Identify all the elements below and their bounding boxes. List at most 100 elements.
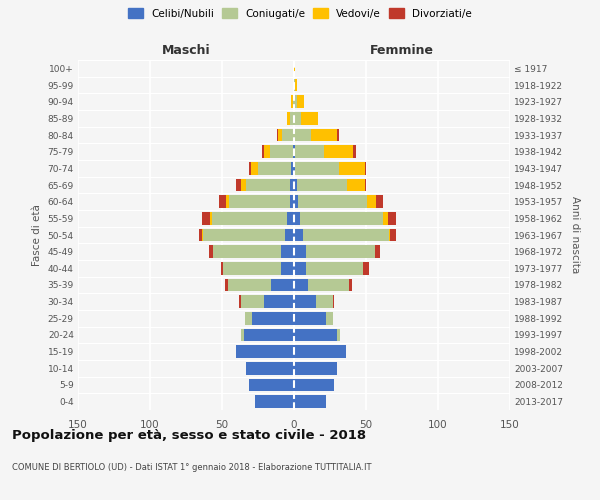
Bar <box>294 362 337 374</box>
Bar <box>294 296 316 308</box>
Bar <box>262 146 264 158</box>
Bar <box>271 279 294 291</box>
Bar <box>294 246 305 258</box>
Bar <box>365 179 366 192</box>
Bar <box>294 346 346 358</box>
Bar <box>295 146 324 158</box>
Bar <box>209 246 214 258</box>
Bar <box>294 146 295 158</box>
Bar <box>388 212 396 224</box>
Bar <box>250 379 294 391</box>
Y-axis label: Anni di nascita: Anni di nascita <box>570 196 580 274</box>
Bar <box>326 312 333 324</box>
Bar <box>228 279 271 291</box>
Bar <box>294 379 334 391</box>
Bar <box>305 246 374 258</box>
Bar <box>365 162 366 174</box>
Bar <box>347 179 365 192</box>
Bar <box>203 229 286 241</box>
Bar <box>244 329 294 341</box>
Bar <box>252 312 294 324</box>
Bar <box>199 229 202 241</box>
Bar <box>281 246 294 258</box>
Bar <box>290 179 294 192</box>
Bar <box>247 362 294 374</box>
Bar <box>311 129 337 141</box>
Bar <box>211 212 212 224</box>
Bar <box>294 212 300 224</box>
Bar <box>264 146 269 158</box>
Bar <box>294 196 298 208</box>
Text: COMUNE DI BERTIOLO (UD) - Dati ISTAT 1° gennaio 2018 - Elaborazione TUTTITALIA.I: COMUNE DI BERTIOLO (UD) - Dati ISTAT 1° … <box>12 464 371 472</box>
Bar <box>278 129 283 141</box>
Bar <box>300 212 383 224</box>
Bar <box>349 279 352 291</box>
Bar <box>291 96 293 108</box>
Bar <box>297 96 304 108</box>
Bar <box>283 129 294 141</box>
Bar <box>241 329 244 341</box>
Bar <box>298 196 367 208</box>
Bar <box>338 162 365 174</box>
Bar <box>294 162 295 174</box>
Bar <box>302 229 389 241</box>
Bar <box>247 179 290 192</box>
Bar <box>301 112 319 124</box>
Text: Femmine: Femmine <box>370 44 434 57</box>
Text: Popolazione per età, sesso e stato civile - 2018: Popolazione per età, sesso e stato civil… <box>12 430 366 442</box>
Bar <box>363 262 369 274</box>
Bar <box>250 162 251 174</box>
Bar <box>269 146 293 158</box>
Text: Maschi: Maschi <box>161 44 211 57</box>
Bar <box>221 262 223 274</box>
Bar <box>239 296 241 308</box>
Bar <box>294 112 301 124</box>
Bar <box>241 179 247 192</box>
Bar <box>236 346 294 358</box>
Bar <box>353 146 356 158</box>
Bar <box>291 162 294 174</box>
Bar <box>290 196 294 208</box>
Bar <box>294 262 305 274</box>
Bar <box>258 162 291 174</box>
Bar <box>290 112 294 124</box>
Bar <box>287 112 290 124</box>
Bar <box>219 196 226 208</box>
Bar <box>295 162 338 174</box>
Bar <box>324 146 353 158</box>
Bar <box>294 96 297 108</box>
Bar <box>294 179 297 192</box>
Bar <box>294 396 326 408</box>
Bar <box>251 162 258 174</box>
Legend: Celibi/Nubili, Coniugati/e, Vedovi/e, Divorziati/e: Celibi/Nubili, Coniugati/e, Vedovi/e, Di… <box>125 5 475 21</box>
Bar <box>374 246 380 258</box>
Bar <box>245 312 252 324</box>
Bar <box>294 79 295 92</box>
Bar <box>241 296 264 308</box>
Bar <box>286 229 294 241</box>
Bar <box>294 279 308 291</box>
Bar <box>376 196 383 208</box>
Bar <box>333 296 334 308</box>
Bar <box>316 296 333 308</box>
Bar <box>281 262 294 274</box>
Bar <box>337 329 340 341</box>
Bar <box>367 196 376 208</box>
Bar <box>295 79 297 92</box>
Bar <box>297 179 347 192</box>
Bar <box>277 129 278 141</box>
Bar <box>294 62 295 74</box>
Bar <box>212 212 287 224</box>
Bar <box>294 129 311 141</box>
Bar <box>305 262 363 274</box>
Bar <box>389 229 391 241</box>
Bar <box>226 196 229 208</box>
Bar <box>225 279 228 291</box>
Y-axis label: Fasce di età: Fasce di età <box>32 204 42 266</box>
Bar <box>294 229 302 241</box>
Bar <box>293 96 294 108</box>
Bar <box>264 296 294 308</box>
Bar <box>383 212 388 224</box>
Bar <box>236 179 241 192</box>
Bar <box>202 212 211 224</box>
